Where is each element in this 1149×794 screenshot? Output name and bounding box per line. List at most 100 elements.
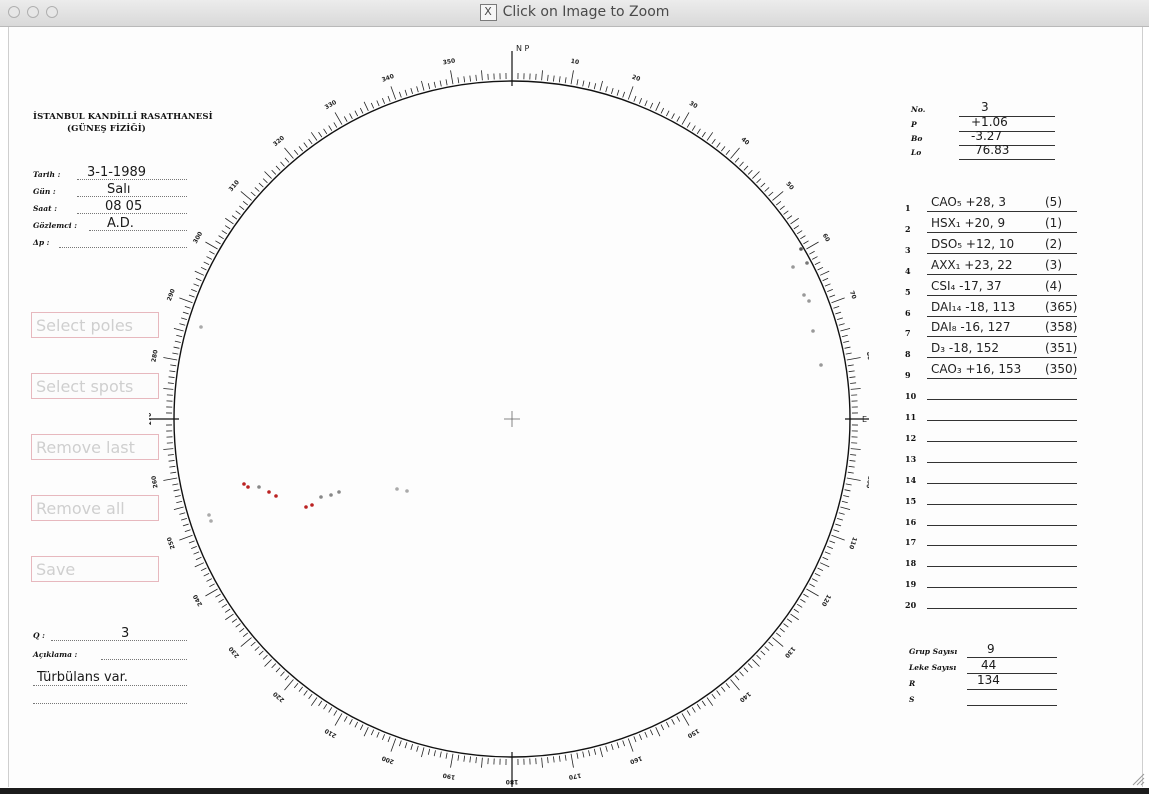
degree-tick: [310, 132, 318, 141]
degree-tick: [195, 277, 202, 282]
degree-tick: [224, 608, 231, 613]
remove-last-button[interactable]: Remove last: [31, 434, 159, 460]
degree-tick: [779, 628, 785, 633]
degree-tick: [846, 477, 861, 481]
degree-tick: [734, 675, 740, 681]
bo-label: Bo: [911, 134, 923, 143]
degree-tick: [814, 573, 821, 577]
degree-tick: [376, 100, 380, 107]
degree-tick: [588, 750, 591, 757]
degree-tick: [809, 250, 815, 255]
group-line: [927, 211, 1077, 212]
degree-label: 330: [324, 99, 338, 111]
degree-tick: [824, 551, 831, 555]
degree-tick: [224, 225, 231, 230]
degree-tick: [376, 731, 380, 738]
degree-tick: [570, 70, 574, 85]
degree-tick: [666, 110, 670, 117]
group-number: 20: [905, 600, 917, 610]
degree-label: 190: [442, 771, 456, 780]
degree-tick: [258, 650, 264, 656]
degree-tick: [184, 305, 191, 309]
image-canvas[interactable]: İSTANBUL KANDİLLİ RASATHANESİ (GÜNEŞ FİZ…: [8, 27, 1143, 787]
degree-tick: [209, 250, 215, 255]
degree-tick: [416, 745, 419, 752]
date-line: [77, 179, 187, 180]
day-line: [77, 196, 187, 197]
degree-label: 200: [381, 754, 395, 765]
degree-tick: [660, 107, 665, 114]
degree-tick: [752, 659, 760, 667]
group-count-value: 9: [987, 642, 995, 656]
remark-line-3: [33, 703, 187, 704]
close-window-button[interactable]: [8, 6, 20, 18]
degree-tick: [167, 454, 174, 456]
degree-tick: [829, 294, 836, 298]
degree-tick: [681, 112, 690, 125]
degree-tick: [172, 352, 179, 355]
group-row: 10: [905, 383, 1085, 403]
group-number: 3: [905, 245, 911, 255]
degree-tick: [323, 703, 328, 710]
degree-tick: [812, 256, 818, 260]
degree-tick: [221, 230, 228, 235]
save-button[interactable]: Save: [31, 556, 159, 582]
degree-tick: [786, 215, 793, 220]
remove-all-button[interactable]: Remove all: [31, 495, 159, 521]
degree-tick: [841, 334, 848, 338]
degree-tick: [205, 241, 218, 250]
title-bar: X Click on Image to Zoom: [0, 0, 1149, 27]
degree-tick: [706, 132, 714, 141]
degree-tick: [264, 659, 272, 667]
group-area: (2): [1045, 237, 1062, 251]
degree-tick: [850, 448, 861, 450]
bo-value: -3.27: [971, 129, 1003, 143]
sun-disk-chart[interactable]: 1020304050607080901001101201301401501601…: [149, 27, 869, 787]
degree-tick: [469, 75, 471, 82]
degree-tick: [796, 230, 803, 235]
sunspot-mark: [799, 247, 803, 251]
degree-label: 50: [784, 181, 795, 192]
degree-tick: [404, 742, 408, 749]
resize-grip-icon[interactable]: [1131, 772, 1145, 786]
group-line: [927, 357, 1077, 358]
degree-tick: [262, 654, 268, 660]
degree-tick: [814, 261, 821, 265]
observer-line: [89, 230, 187, 231]
degree-tick: [218, 598, 224, 603]
minimize-window-button[interactable]: [27, 6, 39, 18]
degree-tick: [359, 724, 364, 731]
degree-label: 210: [324, 727, 338, 739]
sunspot-mark: [337, 490, 341, 494]
degree-tick: [200, 266, 207, 271]
group-line: [927, 483, 1077, 484]
select-poles-button[interactable]: Select poles: [31, 312, 159, 338]
degree-label: 310: [228, 179, 241, 193]
degree-tick: [280, 161, 285, 167]
degree-tick: [582, 80, 585, 87]
degree-tick: [783, 210, 789, 215]
group-classification: CSI₄ -17, 37: [931, 279, 1002, 293]
degree-tick: [627, 738, 634, 752]
degree-tick: [205, 588, 218, 597]
degree-tick: [173, 346, 180, 349]
group-area: (365): [1045, 300, 1078, 314]
degree-label: 60: [821, 232, 831, 243]
degree-tick: [739, 671, 744, 677]
degree-tick: [845, 352, 852, 355]
zoom-window-button[interactable]: [46, 6, 58, 18]
spot-count-label: Leke Sayısı: [909, 663, 957, 672]
group-line: [927, 441, 1077, 442]
degree-tick: [174, 495, 181, 498]
group-number: 13: [905, 454, 917, 464]
sunspot-mark: [805, 261, 809, 265]
degree-tick: [481, 757, 483, 768]
degree-tick: [235, 210, 241, 215]
degree-tick: [790, 613, 799, 621]
degree-tick: [819, 270, 830, 276]
no-value: 3: [981, 100, 989, 114]
degree-tick: [716, 142, 721, 148]
select-spots-button[interactable]: Select spots: [31, 373, 159, 399]
degree-tick: [293, 149, 299, 156]
group-count-line: [967, 657, 1057, 658]
